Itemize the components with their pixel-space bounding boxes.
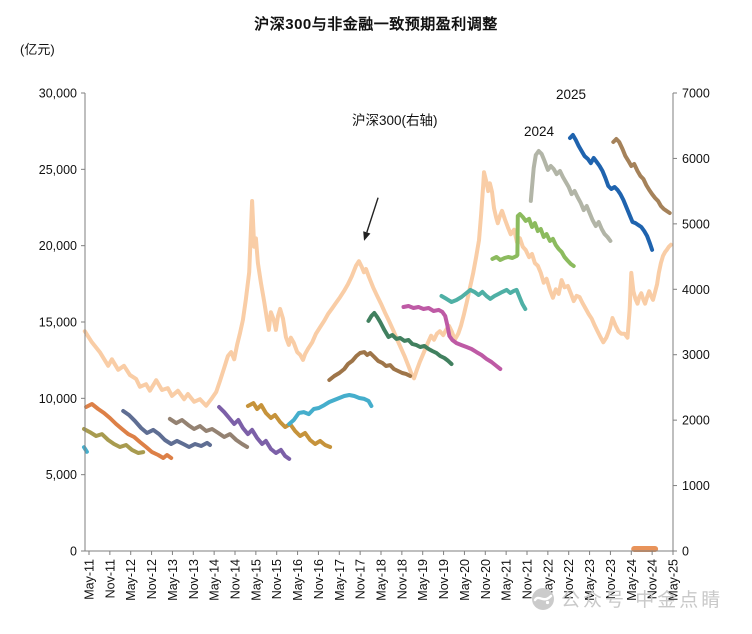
x-axis-tick-label: Nov-14	[229, 559, 243, 599]
x-axis-tick-label: Nov-22	[562, 559, 576, 599]
series-2021	[439, 287, 528, 311]
left-axis-unit-label: (亿元)	[20, 42, 55, 57]
x-axis-tick-label: May-15	[249, 559, 263, 601]
left-axis-tick-label: 0	[70, 545, 77, 559]
right-axis-tick-label: 0	[682, 545, 689, 559]
right-axis-tick-label: 6000	[682, 152, 710, 166]
x-axis-tick-label: May-19	[416, 559, 430, 601]
annotation-arrow-head	[363, 231, 371, 241]
watermark-text: 公众号 中金点睛	[561, 590, 724, 611]
left-axis-tick-label: 5,000	[46, 468, 77, 482]
x-axis-tick-label: May-16	[291, 559, 305, 601]
x-axis-tick-label: May-23	[583, 559, 597, 601]
x-axis-tick-label: Nov-24	[646, 559, 660, 599]
x-axis-tick-label: Nov-16	[312, 559, 326, 599]
x-axis-tick-label: Nov-21	[521, 559, 535, 599]
left-axis-tick-label: 15,000	[39, 316, 77, 330]
series-2011	[82, 427, 146, 455]
x-axis-tick-label: May-20	[458, 559, 472, 601]
right-axis-tick-label: 5000	[682, 217, 710, 231]
series-2023	[528, 149, 613, 243]
year-label-2025: 2025	[556, 87, 587, 102]
x-axis-tick-label: Nov-18	[395, 559, 409, 599]
x-axis-tick-label: May-21	[500, 559, 514, 601]
series-沪深300	[82, 170, 673, 408]
series-2014	[167, 416, 250, 449]
x-axis-tick-label: May-24	[625, 559, 639, 601]
right-axis-tick-label: 1000	[682, 479, 710, 493]
left-axis-tick-label: 25,000	[39, 163, 77, 177]
x-axis-tick-label: Nov-23	[604, 559, 618, 599]
series-2018	[327, 350, 413, 382]
x-axis-tick-label: Nov-13	[187, 559, 201, 599]
x-axis-tick-label: May-18	[375, 559, 389, 601]
series-2025	[611, 137, 672, 215]
x-axis-tick-label: Nov-15	[270, 559, 284, 599]
x-axis-tick-label: Nov-11	[103, 559, 117, 598]
left-axis-tick-label: 30,000	[39, 87, 77, 101]
x-axis-tick-label: May-17	[333, 559, 347, 601]
series-2013	[121, 409, 212, 449]
watermark: 公众号 中金点睛	[531, 585, 723, 612]
right-axis-tick-label: 4000	[682, 283, 710, 297]
left-axis-tick-label: 10,000	[39, 392, 77, 406]
csi300-series-annotation: 沪深300(右轴)	[352, 113, 438, 128]
series-2016	[245, 401, 333, 449]
x-axis-tick-label: Nov-17	[354, 559, 368, 599]
right-axis-tick-label: 3000	[682, 348, 710, 362]
series-2024	[568, 133, 655, 252]
x-axis-tick-label: May-11	[83, 559, 97, 600]
series-2012	[84, 402, 174, 460]
x-axis-tick-label: May-12	[124, 559, 138, 601]
series-2015	[217, 405, 292, 461]
x-axis-tick-label: Nov-20	[479, 559, 493, 599]
x-axis-tick-label: Nov-12	[145, 559, 159, 599]
watermark-logo-icon	[532, 587, 554, 610]
annotation-arrow-shaft	[366, 197, 379, 233]
series-2017	[287, 393, 374, 426]
series-2019	[366, 311, 454, 366]
series-2022	[490, 212, 576, 268]
year-label-2024: 2024	[524, 124, 555, 139]
chart-title: 沪深300与非金融一致预期盈利调整	[254, 16, 498, 33]
right-axis-tick-label: 2000	[682, 414, 710, 428]
x-axis-tick-label: Nov-19	[437, 559, 451, 599]
x-axis-tick-label: May-25	[667, 559, 681, 601]
x-axis-tick-label: May-14	[208, 559, 222, 601]
left-axis-tick-label: 20,000	[39, 239, 77, 253]
series-2020	[401, 304, 503, 371]
right-axis-tick-label: 7000	[682, 87, 710, 101]
x-axis-tick-label: May-13	[166, 559, 180, 601]
